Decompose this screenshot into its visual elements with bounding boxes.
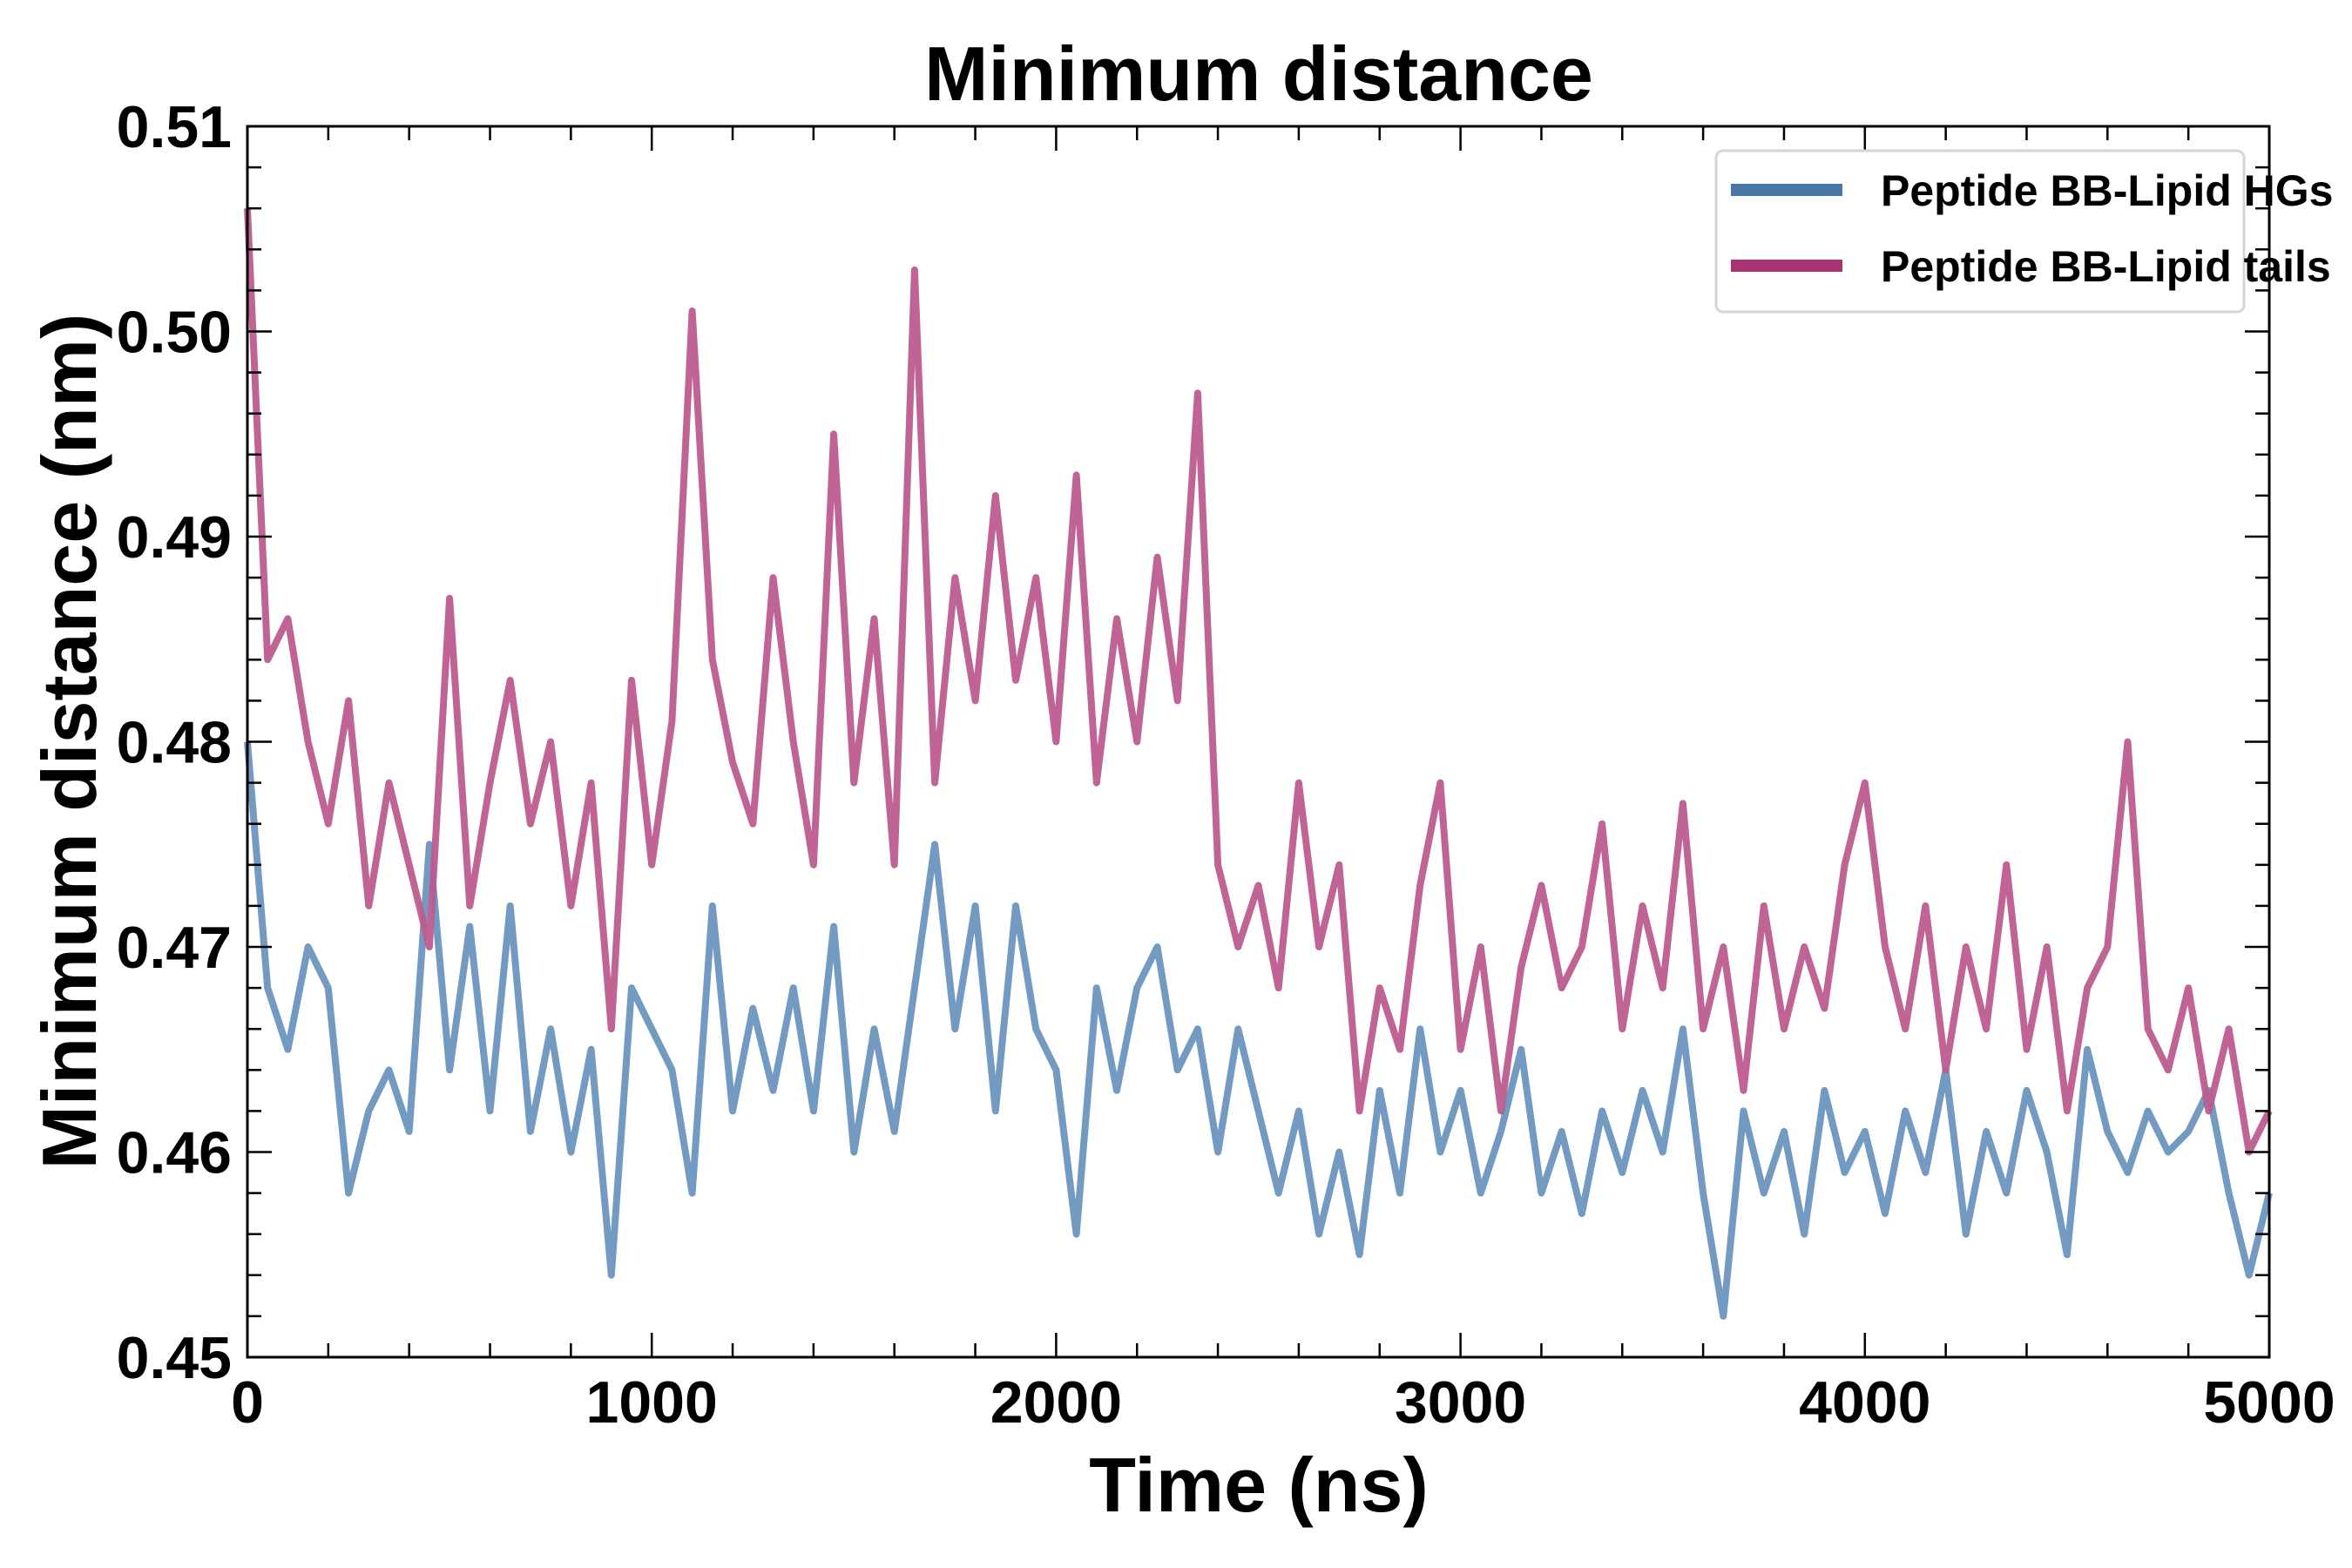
legend-box — [1714, 149, 2246, 314]
x-tick-label: 2000 — [990, 1369, 1122, 1436]
x-tick-label: 0 — [231, 1369, 264, 1436]
x-tick-label: 3000 — [1395, 1369, 1526, 1436]
legend-label-hgs: Peptide BB-Lipid HGs — [1881, 166, 2333, 215]
series-line-lipid-tails — [244, 208, 2273, 1156]
series-line-lipid-hgs — [244, 741, 2273, 1320]
x-tick-label: 4000 — [1799, 1369, 1930, 1436]
x-tick-label: 1000 — [586, 1369, 718, 1436]
y-tick-label: 0.45 — [117, 1325, 232, 1391]
x-axis-title: Time (ns) — [1089, 1442, 1429, 1528]
x-tick-label: 5000 — [2203, 1369, 2335, 1436]
y-tick-label: 0.46 — [117, 1120, 232, 1186]
series-layer — [244, 208, 2273, 1320]
y-tick-label: 0.48 — [117, 710, 232, 776]
y-tick-label: 0.49 — [117, 504, 232, 571]
y-axis-title: Minimum distance (nm) — [26, 314, 112, 1170]
y-tick-label: 0.50 — [117, 300, 232, 366]
y-tick-label: 0.47 — [117, 915, 232, 981]
tick-layer: 0 1000 2000 3000 4000 5000 0.45 0.46 0.47 0.48 0.4… — [117, 94, 2335, 1436]
chart-title: Minimum distance — [924, 30, 1593, 117]
legend: Peptide BB-Lipid HGs Peptide BB-Lipid ta… — [1714, 149, 2333, 314]
legend-label-tails: Peptide BB-Lipid tails — [1881, 242, 2331, 291]
y-tick-label: 0.51 — [117, 94, 232, 160]
